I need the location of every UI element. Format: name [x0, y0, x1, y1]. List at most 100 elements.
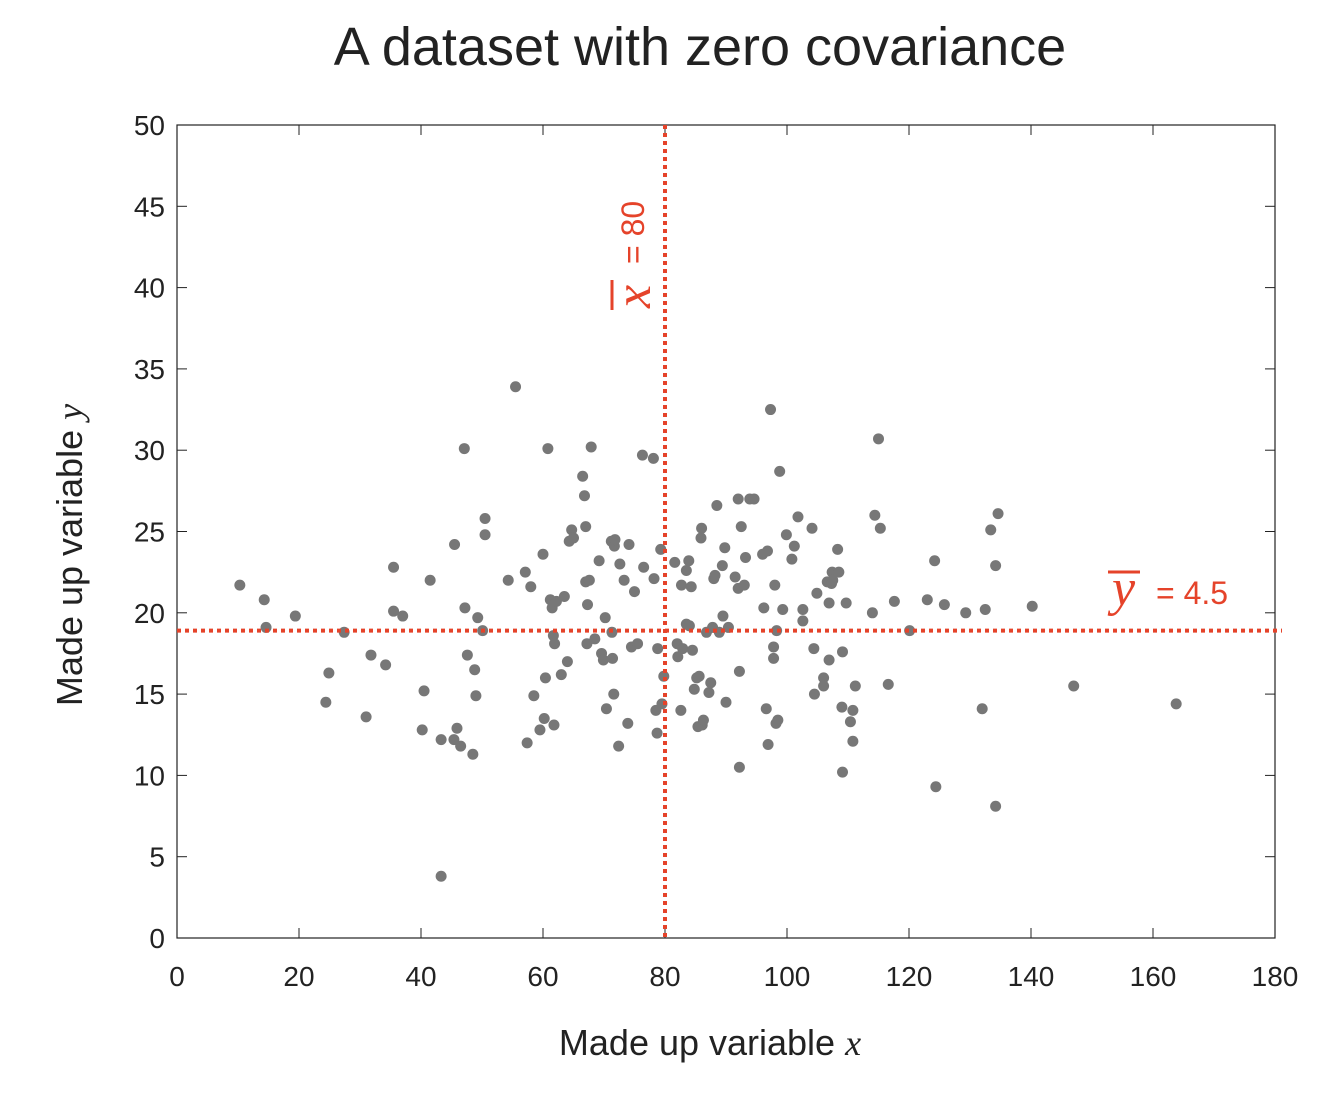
point [882, 678, 894, 690]
point [837, 766, 849, 778]
point [449, 539, 461, 551]
point [677, 643, 689, 655]
point [320, 696, 332, 708]
mean-y-text: = 4.5 [1156, 575, 1228, 611]
point [808, 688, 820, 700]
point [711, 499, 723, 511]
point [582, 599, 594, 611]
point [589, 633, 601, 645]
point [808, 643, 820, 655]
point [638, 561, 650, 573]
point [623, 539, 635, 551]
point [469, 664, 481, 676]
point [705, 677, 717, 689]
point [818, 680, 830, 692]
x-tick-label: 180 [1252, 961, 1299, 992]
point [836, 701, 848, 713]
point [695, 532, 707, 544]
point [929, 555, 941, 567]
point [622, 717, 634, 729]
point [561, 656, 573, 668]
point [772, 714, 784, 726]
point [716, 560, 728, 572]
point [832, 543, 844, 555]
point [717, 610, 729, 622]
point [577, 470, 589, 482]
y-axis-label: Made up variable y [49, 404, 90, 706]
point [921, 594, 933, 606]
point [873, 433, 884, 445]
point [811, 587, 823, 599]
point [461, 649, 473, 661]
y-tick-label: 5 [149, 842, 165, 873]
point [458, 443, 470, 455]
point [609, 534, 621, 546]
point [549, 638, 561, 650]
point [1170, 698, 1182, 710]
chart-title: A dataset with zero covariance [334, 17, 1066, 77]
x-tick-label: 120 [886, 961, 933, 992]
point [597, 654, 609, 666]
point [847, 704, 859, 716]
point [397, 610, 409, 622]
point [768, 641, 780, 653]
point [740, 552, 752, 564]
point [760, 703, 772, 715]
point [732, 493, 744, 505]
point [823, 597, 835, 609]
point [840, 597, 852, 609]
point [675, 579, 687, 591]
point [990, 800, 1002, 812]
point [780, 529, 792, 541]
point [600, 703, 612, 715]
point [686, 644, 698, 656]
point [539, 672, 551, 684]
point [360, 711, 372, 723]
point [849, 680, 861, 692]
point [585, 441, 597, 453]
y-tick-label: 15 [134, 679, 165, 710]
point [538, 712, 550, 724]
point [599, 612, 611, 624]
point [990, 560, 1002, 572]
point [738, 579, 750, 591]
mean-x-annotation: x = 80 [605, 201, 662, 310]
point [542, 443, 554, 455]
point [451, 722, 463, 734]
y-tick-label: 10 [134, 760, 165, 791]
mean-y-symbol: y [1107, 560, 1136, 617]
y-tick-label: 40 [134, 273, 165, 304]
x-tick-label: 140 [1008, 961, 1055, 992]
point [786, 553, 798, 565]
point [866, 607, 878, 619]
point [555, 669, 567, 681]
point [696, 522, 708, 534]
point [519, 566, 531, 578]
y-tick-label: 45 [134, 191, 165, 222]
x-tick-label: 160 [1130, 961, 1177, 992]
point [632, 638, 644, 650]
point [467, 748, 479, 760]
point [636, 449, 648, 461]
y-tick-label: 0 [149, 923, 165, 954]
point [719, 542, 731, 554]
point [618, 574, 630, 586]
point [771, 625, 783, 637]
point [581, 638, 593, 650]
point [502, 574, 514, 586]
y-axis-label-text: Made up variable [49, 430, 90, 706]
point [459, 602, 471, 614]
point [797, 615, 809, 627]
point [761, 545, 773, 557]
point [651, 727, 663, 739]
point [578, 490, 590, 502]
x-tick-label: 0 [169, 961, 185, 992]
point [418, 685, 430, 697]
point [534, 724, 546, 736]
y-tick-label: 20 [134, 598, 165, 629]
point [735, 521, 747, 533]
point [762, 739, 774, 751]
point [733, 665, 745, 677]
point [525, 581, 537, 593]
x-axis-label: Made up variable x [559, 1022, 861, 1063]
